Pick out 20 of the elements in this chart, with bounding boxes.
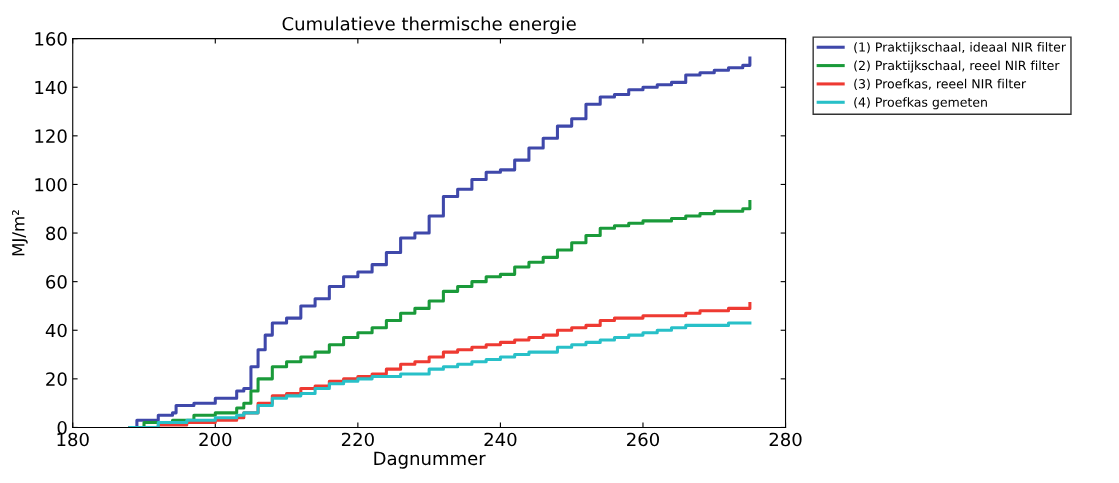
x-axis-title: Dagnummer <box>374 451 486 469</box>
y-tick-label: 120 <box>35 129 67 143</box>
legend-label: (4) Proefkas gemeten <box>854 97 987 110</box>
x-tick-label: 260 <box>627 432 660 447</box>
y-tick-label: 160 <box>35 32 67 46</box>
y-tick-label: 80 <box>46 226 67 241</box>
legend-label: (1) Praktijkschaal, ideaal NIR filter <box>854 42 1066 55</box>
x-tick-label: 220 <box>341 432 374 447</box>
chart-title: Cumulatieve thermische energie <box>282 16 576 35</box>
legend-label: (3) Proefkas, reeel NIR filter <box>854 78 1027 90</box>
y-tick-label: 100 <box>35 177 67 192</box>
x-tick-label: 240 <box>484 432 517 447</box>
y-tick-label: 20 <box>46 372 67 386</box>
legend-label: (2) Praktijkschaal, reeel NIR filter <box>854 60 1060 73</box>
y-axis-title: MJ/m² <box>12 210 28 256</box>
y-tick-label: 60 <box>46 275 67 289</box>
y-tick-label: 40 <box>45 323 67 338</box>
x-tick-label: 280 <box>769 432 802 447</box>
y-tick-label: 140 <box>35 80 67 95</box>
x-tick-label: 200 <box>199 432 232 447</box>
